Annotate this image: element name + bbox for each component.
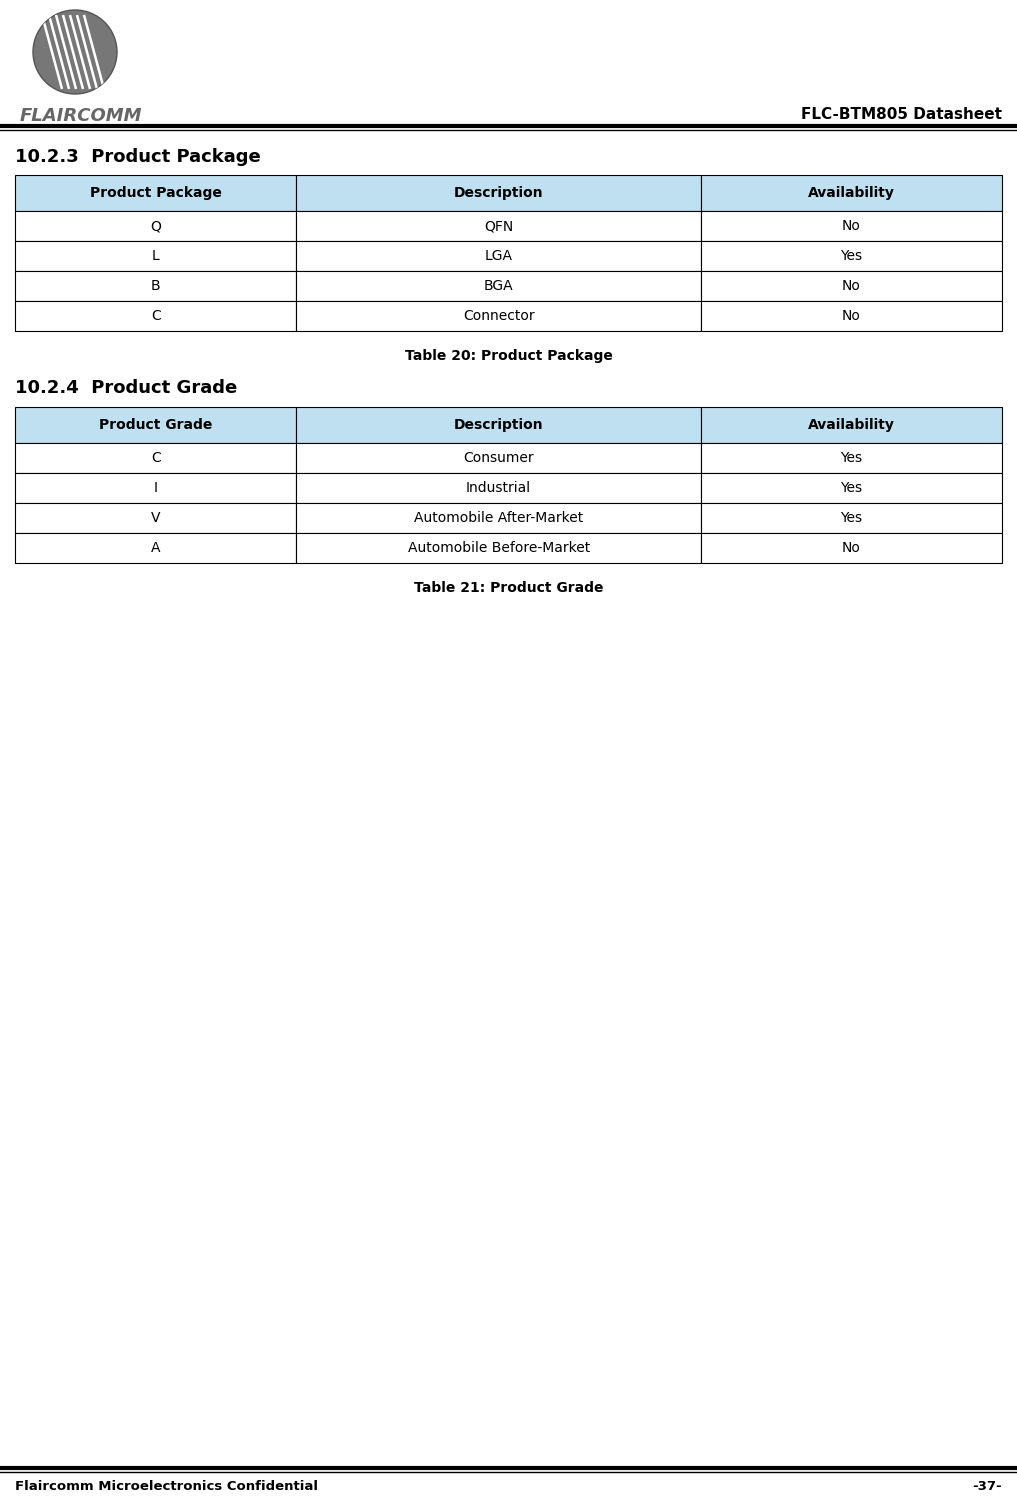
Text: BGA: BGA <box>484 279 514 293</box>
Text: C: C <box>151 309 161 323</box>
Bar <box>296 302 701 332</box>
Bar <box>296 272 701 302</box>
Bar <box>701 176 1002 212</box>
Text: No: No <box>842 540 861 555</box>
Text: Yes: Yes <box>840 249 862 263</box>
Text: Table 21: Product Grade: Table 21: Product Grade <box>414 581 603 594</box>
Bar <box>15 473 296 503</box>
Bar <box>296 242 701 272</box>
Bar <box>296 407 701 443</box>
Bar <box>15 302 296 332</box>
Text: FLAIRCOMM: FLAIRCOMM <box>20 107 142 125</box>
Bar <box>15 176 296 212</box>
Bar <box>701 302 1002 332</box>
Bar <box>15 443 296 473</box>
Bar <box>15 533 296 563</box>
Text: 10.2.3  Product Package: 10.2.3 Product Package <box>15 149 260 167</box>
Text: 10.2.4  Product Grade: 10.2.4 Product Grade <box>15 378 237 396</box>
Text: No: No <box>842 219 861 233</box>
Text: No: No <box>842 309 861 323</box>
Text: Yes: Yes <box>840 480 862 495</box>
Text: Consumer: Consumer <box>464 450 534 465</box>
Bar <box>296 443 701 473</box>
Text: Yes: Yes <box>840 450 862 465</box>
Bar <box>296 176 701 212</box>
Text: Automobile Before-Market: Automobile Before-Market <box>408 540 590 555</box>
Text: Industrial: Industrial <box>466 480 531 495</box>
Text: LGA: LGA <box>485 249 513 263</box>
Bar <box>701 443 1002 473</box>
Text: Flaircomm Microelectronics Confidential: Flaircomm Microelectronics Confidential <box>15 1480 318 1493</box>
Text: V: V <box>151 510 161 525</box>
Text: Connector: Connector <box>463 309 535 323</box>
Bar <box>15 503 296 533</box>
Bar <box>296 503 701 533</box>
Text: Description: Description <box>454 186 543 200</box>
Bar <box>701 242 1002 272</box>
Bar <box>701 473 1002 503</box>
Bar <box>701 407 1002 443</box>
Text: C: C <box>151 450 161 465</box>
Text: Availability: Availability <box>809 186 895 200</box>
Bar <box>701 533 1002 563</box>
Bar <box>296 533 701 563</box>
Bar <box>15 407 296 443</box>
Text: Description: Description <box>454 417 543 432</box>
Text: FLC-BTM805 Datasheet: FLC-BTM805 Datasheet <box>801 107 1002 122</box>
Text: L: L <box>152 249 160 263</box>
Circle shape <box>33 11 117 95</box>
Text: B: B <box>151 279 161 293</box>
Text: -37-: -37- <box>972 1480 1002 1493</box>
Bar <box>15 272 296 302</box>
Bar <box>15 212 296 242</box>
Text: A: A <box>151 540 161 555</box>
Text: Yes: Yes <box>840 510 862 525</box>
Text: Product Grade: Product Grade <box>99 417 213 432</box>
Text: QFN: QFN <box>484 219 514 233</box>
Text: Automobile After-Market: Automobile After-Market <box>414 510 584 525</box>
Text: Table 20: Product Package: Table 20: Product Package <box>405 350 612 363</box>
Bar <box>296 473 701 503</box>
Bar <box>701 212 1002 242</box>
Text: Product Package: Product Package <box>89 186 222 200</box>
Bar <box>15 242 296 272</box>
Text: I: I <box>154 480 158 495</box>
Text: Q: Q <box>151 219 161 233</box>
Bar <box>296 212 701 242</box>
Bar <box>701 272 1002 302</box>
Bar <box>701 503 1002 533</box>
Text: No: No <box>842 279 861 293</box>
Text: Availability: Availability <box>809 417 895 432</box>
